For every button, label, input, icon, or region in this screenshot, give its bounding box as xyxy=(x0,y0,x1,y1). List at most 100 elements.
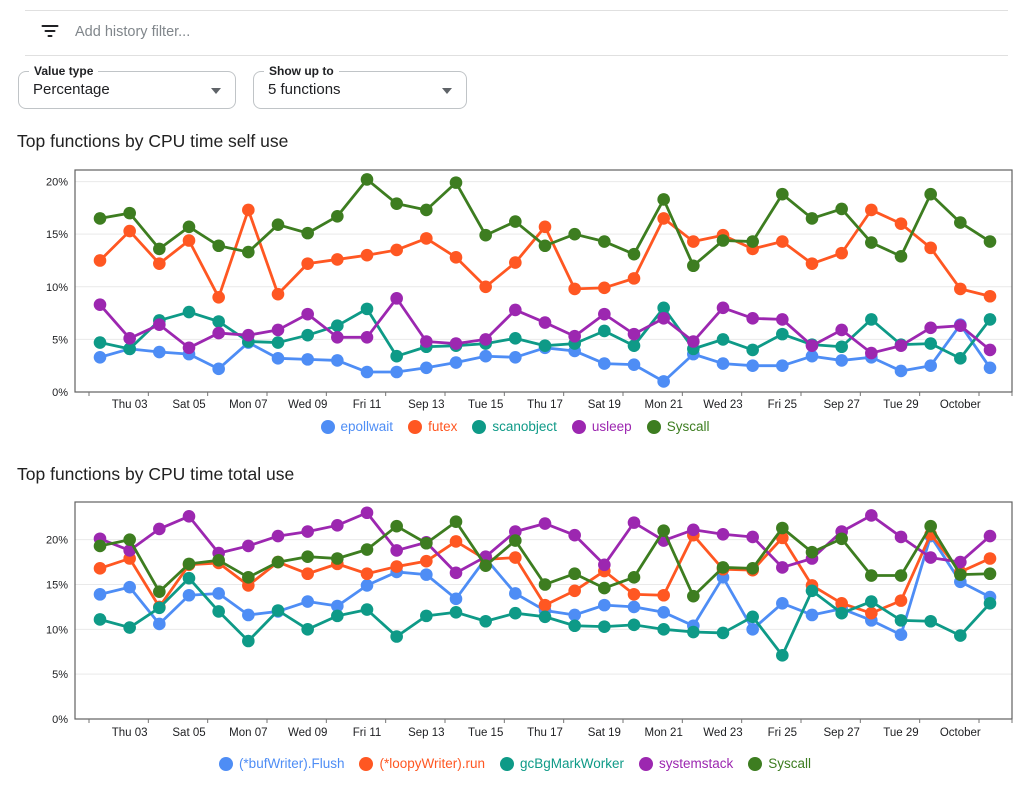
data-point[interactable] xyxy=(182,220,196,234)
data-point[interactable] xyxy=(509,606,522,620)
data-point[interactable] xyxy=(212,239,225,253)
legend-item[interactable]: Syscall xyxy=(748,756,811,771)
data-point[interactable] xyxy=(301,257,314,270)
data-point[interactable] xyxy=(687,523,700,537)
data-point[interactable] xyxy=(687,259,700,273)
data-point[interactable] xyxy=(776,561,789,574)
data-point[interactable] xyxy=(627,516,641,529)
data-point[interactable] xyxy=(360,302,374,316)
data-point[interactable] xyxy=(776,597,789,610)
data-point[interactable] xyxy=(242,328,255,342)
data-point[interactable] xyxy=(331,609,344,623)
history-filter-input[interactable]: Add history filter... xyxy=(75,24,191,40)
data-point[interactable] xyxy=(390,544,403,557)
data-point[interactable] xyxy=(538,517,552,530)
data-point[interactable] xyxy=(509,215,522,228)
data-point[interactable] xyxy=(954,319,967,333)
data-point[interactable] xyxy=(93,212,107,225)
data-point[interactable] xyxy=(894,339,908,353)
data-point[interactable] xyxy=(746,610,759,624)
data-point[interactable] xyxy=(954,216,967,229)
show-up-to-select[interactable]: Show up to 5 functions xyxy=(253,64,467,109)
data-point[interactable] xyxy=(449,566,463,580)
data-point[interactable] xyxy=(153,601,166,615)
data-point[interactable] xyxy=(746,235,759,248)
data-point[interactable] xyxy=(657,605,670,619)
data-point[interactable] xyxy=(687,335,700,348)
data-point[interactable] xyxy=(271,352,285,365)
data-point[interactable] xyxy=(865,236,878,249)
data-point[interactable] xyxy=(420,232,433,245)
data-point[interactable] xyxy=(449,535,463,548)
data-point[interactable] xyxy=(242,634,255,648)
data-point[interactable] xyxy=(894,530,908,544)
data-point[interactable] xyxy=(449,592,463,606)
data-point[interactable] xyxy=(598,558,611,572)
data-point[interactable] xyxy=(153,318,166,331)
legend-item[interactable]: Syscall xyxy=(646,419,709,434)
legend-item[interactable]: (*bufWriter).Flush xyxy=(218,756,344,771)
data-point[interactable] xyxy=(835,606,848,620)
data-point[interactable] xyxy=(509,534,522,547)
data-point[interactable] xyxy=(360,173,374,186)
cpu-self-use-chart[interactable]: 0% 5% 10% 15% 20% Thu 03 Sat 05 Mon 07 Wed 09 Fri… xyxy=(0,166,1030,416)
data-point[interactable] xyxy=(360,579,374,592)
legend-item[interactable]: scanobject xyxy=(472,419,557,434)
data-point[interactable] xyxy=(390,519,403,533)
data-point[interactable] xyxy=(93,588,107,601)
data-point[interactable] xyxy=(182,588,196,602)
data-point[interactable] xyxy=(924,551,937,564)
data-point[interactable] xyxy=(360,567,374,581)
data-point[interactable] xyxy=(687,235,700,248)
data-point[interactable] xyxy=(568,282,581,296)
data-point[interactable] xyxy=(212,362,225,376)
legend-item[interactable]: epollwait xyxy=(320,419,393,434)
data-point[interactable] xyxy=(924,337,937,350)
data-point[interactable] xyxy=(153,242,166,256)
data-point[interactable] xyxy=(865,606,878,620)
data-point[interactable] xyxy=(805,545,819,559)
data-point[interactable] xyxy=(390,243,403,257)
data-point[interactable] xyxy=(776,359,789,372)
data-point[interactable] xyxy=(954,629,967,642)
data-point[interactable] xyxy=(865,509,878,522)
data-point[interactable] xyxy=(360,365,374,379)
data-point[interactable] xyxy=(360,543,374,556)
data-point[interactable] xyxy=(420,568,433,581)
data-point[interactable] xyxy=(509,256,522,269)
data-point[interactable] xyxy=(182,234,196,247)
data-point[interactable] xyxy=(420,335,433,348)
data-point[interactable] xyxy=(360,506,374,520)
data-point[interactable] xyxy=(983,597,997,610)
data-point[interactable] xyxy=(538,239,552,253)
data-point[interactable] xyxy=(627,339,641,353)
data-point[interactable] xyxy=(271,529,285,543)
data-point[interactable] xyxy=(894,614,908,627)
data-point[interactable] xyxy=(212,326,225,340)
data-point[interactable] xyxy=(538,316,552,329)
data-point[interactable] xyxy=(627,358,641,371)
data-point[interactable] xyxy=(598,581,611,595)
data-point[interactable] xyxy=(390,292,403,305)
data-point[interactable] xyxy=(479,333,492,346)
data-point[interactable] xyxy=(449,605,463,619)
data-point[interactable] xyxy=(123,533,136,546)
data-point[interactable] xyxy=(716,357,730,370)
data-point[interactable] xyxy=(746,312,759,325)
data-point[interactable] xyxy=(924,359,937,372)
data-point[interactable] xyxy=(776,187,789,201)
data-point[interactable] xyxy=(242,203,255,217)
data-point[interactable] xyxy=(657,212,670,225)
data-point[interactable] xyxy=(627,327,641,341)
data-point[interactable] xyxy=(865,595,878,608)
data-point[interactable] xyxy=(657,301,670,315)
data-point[interactable] xyxy=(123,224,136,238)
data-point[interactable] xyxy=(716,626,730,640)
data-point[interactable] xyxy=(598,620,611,633)
data-point[interactable] xyxy=(687,589,700,603)
data-point[interactable] xyxy=(865,313,878,326)
data-point[interactable] xyxy=(954,352,967,365)
data-point[interactable] xyxy=(835,246,848,260)
data-point[interactable] xyxy=(627,600,641,614)
data-point[interactable] xyxy=(568,567,581,581)
